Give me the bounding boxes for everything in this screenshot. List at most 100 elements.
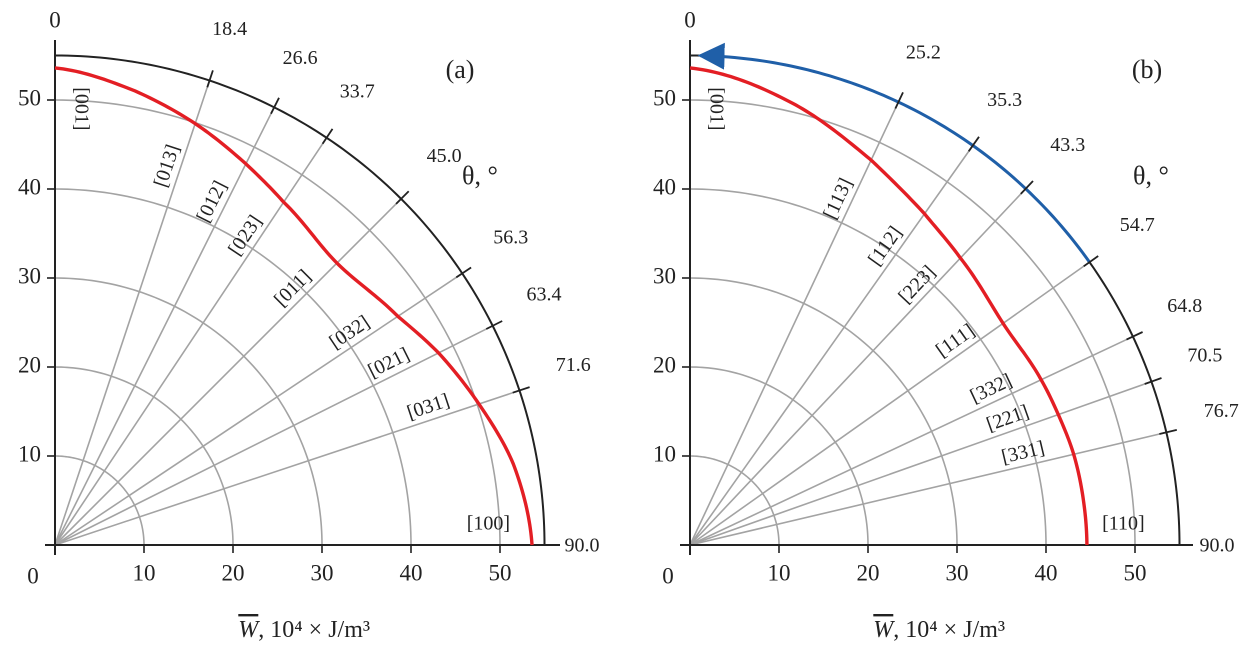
angle-tick-76.7 [1159, 429, 1178, 435]
ray-70.5 [689, 380, 1152, 546]
direction-label-111: [111] [932, 320, 979, 362]
direction-label-100: [100] [467, 513, 510, 535]
ray-63.4 [54, 325, 494, 546]
angle-tick-63.4 [485, 320, 503, 330]
direction-label-113: [113] [819, 175, 857, 223]
y-tick-label-20: 20 [18, 352, 41, 377]
x-tick-label-20: 20 [857, 560, 880, 585]
ray-54.7 [689, 261, 1090, 546]
angle-label-26.6: 26.6 [283, 47, 318, 69]
grid-arc-30 [689, 277, 958, 546]
angle-label-76.7: 76.7 [1204, 400, 1239, 422]
x-tick-label-0: 0 [662, 563, 674, 588]
y-tick-label-30: 30 [653, 263, 676, 288]
rotation-arrow [697, 42, 1091, 264]
grid-arc-40 [689, 188, 1047, 546]
direction-label-221: [221] [984, 401, 1032, 436]
ray-45.0 [54, 198, 402, 546]
direction-label-zero: [001] [705, 87, 727, 130]
ray-71.6 [54, 389, 520, 546]
y-tick-label-20: 20 [653, 352, 676, 377]
angle-tick-54.7 [1083, 255, 1099, 268]
direction-label-013: [013] [150, 142, 185, 190]
x-axis-title: W, 10⁴ × J/m³ [873, 617, 1005, 643]
x-tick-label-10: 10 [133, 560, 156, 585]
x-tick-label-30: 30 [311, 560, 334, 585]
direction-label-110: [110] [1102, 513, 1145, 535]
angle-tick-43.3 [1020, 180, 1034, 195]
ray-64.8 [689, 335, 1134, 546]
ray-35.3 [689, 145, 974, 546]
angle-tick-26.6 [270, 97, 280, 115]
angle-tick-35.3 [967, 136, 980, 152]
x-tick-label-40: 40 [1035, 560, 1058, 585]
y-tick-label-40: 40 [18, 174, 41, 199]
angle-label-64.8: 64.8 [1167, 295, 1202, 317]
direction-label-031: [031] [404, 389, 452, 424]
angle-label-90.0: 90.0 [565, 535, 600, 557]
angle-label-71.6: 71.6 [556, 354, 591, 376]
energy-curve [54, 66, 534, 546]
ray-26.6 [54, 106, 275, 546]
direction-label-021: [021] [364, 343, 413, 382]
x-tick-label-0: 0 [27, 563, 39, 588]
angle-label-63.4: 63.4 [527, 283, 562, 305]
x-tick-label-20: 20 [222, 560, 245, 585]
angle-tick-70.5 [1144, 377, 1162, 385]
panel-label: (b) [1132, 55, 1162, 84]
angle-label-35.3: 35.3 [987, 89, 1022, 111]
grid-arc-50 [689, 99, 1136, 546]
angle-label-43.3: 43.3 [1050, 134, 1085, 156]
grid-arc-10 [689, 455, 780, 546]
angle-tick-33.7 [321, 128, 334, 145]
angle-label-70.5: 70.5 [1187, 344, 1222, 366]
angle-label-18.4: 18.4 [212, 18, 247, 40]
x-tick-label-10: 10 [768, 560, 791, 585]
x-tick-label-30: 30 [946, 560, 969, 585]
direction-label-011: [011] [270, 265, 316, 311]
angle-label-45.0: 45.0 [427, 145, 462, 167]
polar-chart-a: 0 0 10 10 20 20 30 30 40 40 50 50 18.4 26.6 33.7 45.0 56… [18, 7, 600, 642]
angle-tick-45.0 [395, 190, 410, 205]
ray-76.7 [689, 431, 1167, 546]
y-tick-label-50: 50 [18, 85, 41, 110]
direction-label-032: [032] [325, 311, 373, 353]
panel-label: (a) [446, 55, 475, 84]
ray-56.3 [54, 272, 463, 546]
grid-arc-20 [689, 366, 869, 546]
angle-label-33.7: 33.7 [340, 80, 375, 102]
ray-33.7 [54, 137, 328, 546]
angle-label-56.3: 56.3 [493, 226, 528, 248]
polar-chart-b: 0 0 10 10 20 20 30 30 40 40 50 50 25.2 35.3 43.3 54.7 64… [653, 7, 1239, 642]
ray-18.4 [54, 80, 211, 546]
angle-label-90.0: 90.0 [1200, 535, 1235, 557]
theta-label: θ, ° [462, 161, 498, 190]
angle-label-54.7: 54.7 [1120, 214, 1155, 236]
direction-label-332: [332] [967, 369, 1016, 407]
outer-arc [689, 54, 1181, 546]
x-axis-title: W, 10⁴ × J/m³ [238, 617, 370, 643]
x-tick-label-50: 50 [489, 560, 512, 585]
y-tick-label-0: 0 [49, 7, 61, 32]
angle-tick-56.3 [455, 266, 472, 279]
angle-tick-18.4 [206, 70, 214, 88]
ray-25.2 [689, 101, 900, 546]
theta-label: θ, ° [1133, 161, 1169, 190]
ray-43.3 [689, 188, 1027, 546]
x-tick-label-40: 40 [400, 560, 423, 585]
y-tick-label-50: 50 [653, 85, 676, 110]
angle-label-25.2: 25.2 [906, 41, 941, 63]
y-tick-label-10: 10 [653, 441, 676, 466]
angle-tick-25.2 [894, 92, 904, 109]
direction-label-012: [012] [192, 177, 231, 226]
angle-tick-64.8 [1126, 331, 1143, 341]
y-tick-label-0: 0 [684, 7, 696, 32]
y-tick-label-40: 40 [653, 174, 676, 199]
angle-tick-71.6 [512, 386, 530, 394]
energy-curve [689, 66, 1089, 546]
direction-label-zero: [001] [70, 87, 92, 130]
x-tick-label-50: 50 [1124, 560, 1147, 585]
y-tick-label-10: 10 [18, 441, 41, 466]
direction-label-331: [331] [999, 437, 1046, 468]
